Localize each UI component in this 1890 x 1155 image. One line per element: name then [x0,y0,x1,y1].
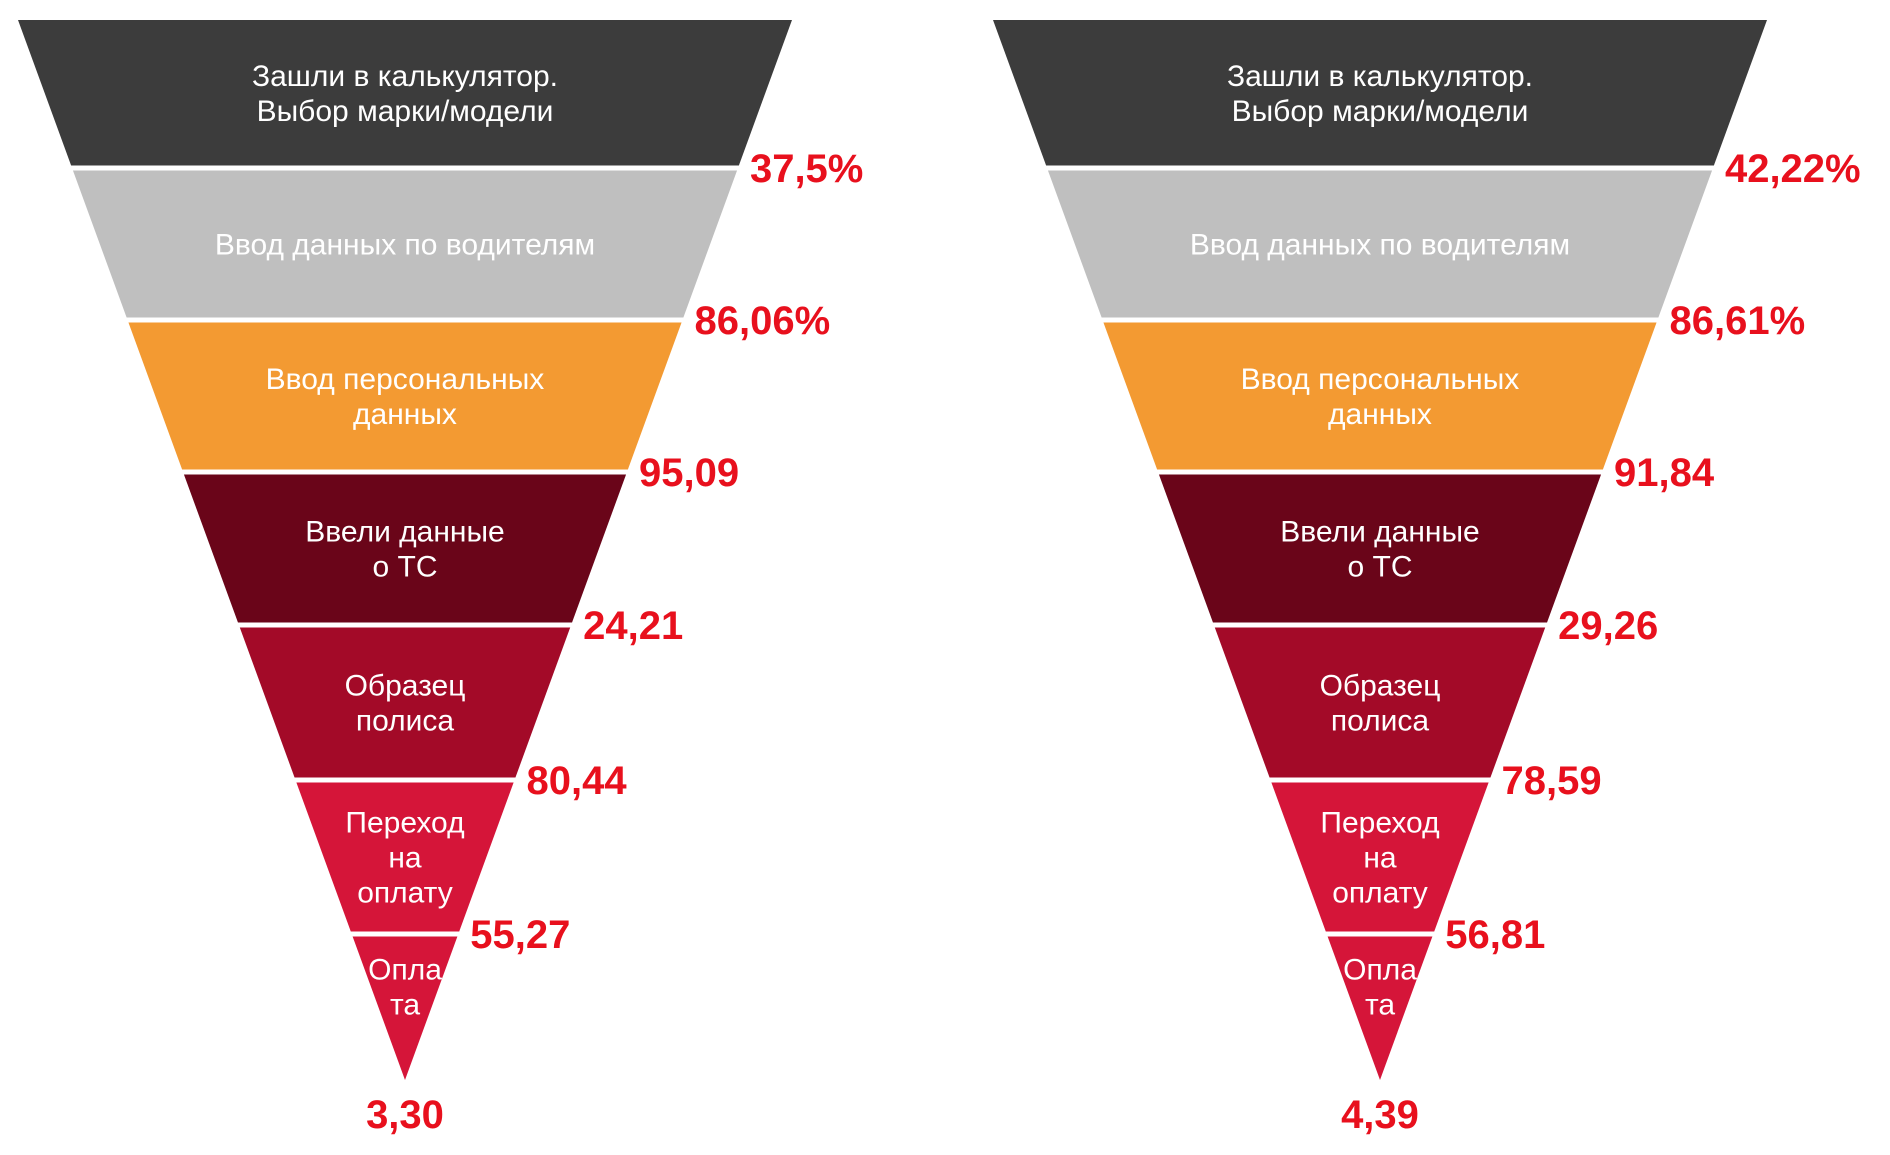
funnel-stage-band [352,936,458,1080]
conversion-rate-label: 95,09 [639,451,739,495]
conversion-rate-label: 29,26 [1558,604,1658,648]
stage-label: Ввели данные [1280,516,1479,549]
stage-label: Опла [368,954,442,987]
funnel-stage-band [296,782,514,932]
stage-label: Образец [345,670,466,703]
funnel-stage-band [183,474,627,623]
conversion-rate-label: 24,21 [583,604,683,648]
stage-label: та [1365,989,1395,1022]
funnel-stage-band [1327,936,1433,1080]
stage-label: Переход [345,807,464,840]
conversion-rate-label: 42,22% [1725,147,1861,191]
stage-label: та [390,989,420,1022]
stage-label: о ТС [372,551,437,584]
conversion-rate-label: 56,81 [1445,913,1545,957]
total-conversion-label: 3,30 [366,1093,444,1137]
funnel-stage-band [1103,322,1657,470]
stage-label: Зашли в калькулятор. [252,60,558,93]
conversion-rate-label: 37,5% [750,147,863,191]
stage-label: Ввод данных по водителям [1190,229,1570,262]
stage-label: Выбор марки/модели [257,95,554,128]
funnel-1: Зашли в калькулятор.Выбор марки/модели Вв… [18,20,863,1137]
conversion-rate-label: 80,44 [527,759,628,803]
stage-label: Переход [1320,807,1439,840]
stage-label: Образец [1320,670,1441,703]
conversion-rate-label: 86,61% [1669,299,1805,343]
stage-label: полиса [1331,705,1430,738]
conversion-rate-label: 78,59 [1502,759,1602,803]
funnel-2: Зашли в калькулятор.Выбор марки/модели Вв… [993,20,1861,1137]
funnel-stage-band [18,20,792,166]
stage-label: Зашли в калькулятор. [1227,60,1533,93]
stage-label: оплату [357,877,453,910]
funnel-stage-band [72,170,738,318]
funnel-stage-band [1047,170,1713,318]
total-conversion-label: 4,39 [1341,1093,1419,1137]
stage-label: Ввод персональных [266,363,545,396]
stage-label: Ввели данные [305,516,504,549]
stage-label: на [388,842,422,875]
funnel-stage-band [1158,474,1602,623]
stage-label: на [1363,842,1397,875]
stage-label: данных [1328,398,1432,431]
stage-label: оплату [1332,877,1428,910]
stage-label: о ТС [1347,551,1412,584]
funnel-stage-band [993,20,1767,166]
stage-label: данных [353,398,457,431]
funnel-stage-band [128,322,682,470]
conversion-rate-label: 86,06% [694,299,830,343]
conversion-rate-label: 91,84 [1614,451,1715,495]
stage-label: Ввод данных по водителям [215,229,595,262]
stage-label: Опла [1343,954,1417,987]
stage-label: полиса [356,705,455,738]
conversion-rate-label: 55,27 [470,913,570,957]
stage-label: Выбор марки/модели [1232,95,1529,128]
funnel-stage-band [1271,782,1489,932]
stage-label: Ввод персональных [1241,363,1520,396]
funnel-stage-band [239,627,571,778]
funnel-stage-band [1214,627,1546,778]
